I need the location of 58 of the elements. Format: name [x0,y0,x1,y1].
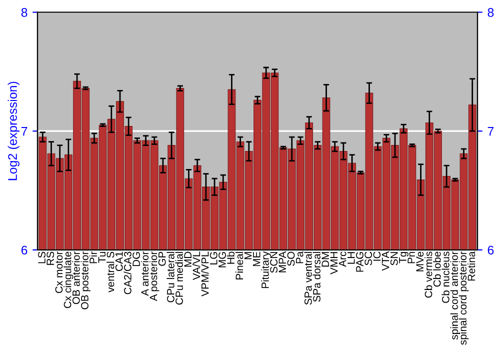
y2-tick-label: 8 [488,8,494,17]
x-tick-label: spinal cord anterior [450,251,460,340]
x-tick-label: SO [287,252,295,266]
y-tick-label: 7 [21,127,28,136]
x-tick-label: Arc [338,252,346,267]
x-tick-label: Pn [408,252,415,264]
y-tick-label: 6 [21,246,28,255]
x-tick-label: CPu lateral [166,252,174,302]
x-tick-label: ventral S [106,252,114,292]
x-tick-label: M [244,252,252,260]
x-tick-label: OB anterior [72,251,80,304]
x-tick-label: Pineal [235,252,244,280]
y-tick-label: 8 [21,8,28,17]
x-tick-label: DM [322,252,329,267]
x-tick-label: CA2/CA3 [124,252,132,294]
y2-tick-label: 7 [488,127,494,136]
x-tick-label: CPu medial [175,252,183,305]
x-tick-label: Cx motor [55,251,63,294]
x-tick-label: MPA [278,251,286,272]
x-tick-label: Pir [89,251,97,264]
x-tick-label: A anterior [140,251,149,296]
x-tick-label: DG [132,252,140,266]
x-tick-label: Cb vermis [424,252,432,298]
x-tick-label: Cx cingulate [64,252,74,308]
x-tick-label: MG [218,252,226,268]
x-tick-label: Pituitary [261,251,271,288]
x-tick-label: Hb [226,252,235,264]
x-tick-label: Pa [296,251,304,264]
x-tick-label: Retina [467,251,476,281]
x-tick-label: ME [253,252,260,266]
x-tick-label: VA/VL [192,252,200,280]
x-tick-label: CA1 [115,252,123,272]
x-tick-label: PAG [356,252,364,272]
y2-tick-label: 6 [488,246,494,255]
x-tick-label: Tg [399,252,408,264]
x-tick-label: SC [364,252,372,266]
x-tick-label: VMH [330,252,338,274]
x-tick-label: Cb lobe [433,252,441,287]
x-tick-label: Cb nucleus [442,252,450,303]
x-tick-label: MVe [416,252,424,272]
x-tick-label: MD [184,252,192,267]
x-tick-label: OB posterior [80,251,90,310]
x-tick-label: SCN [270,252,278,273]
x-tick-label: LG [210,252,218,264]
x-tick-label: LS [38,252,46,264]
x-tick-label: Tu [98,252,106,263]
x-tick-label: SN [390,252,398,266]
x-tick-label: IC [373,252,381,261]
x-tick-label: SPa ventral [304,252,312,305]
x-tick-label: A posterior [150,251,160,302]
y-axis-title: Log2 (expression) [8,82,20,180]
x-tick-label: LH [348,252,355,264]
x-tick-label: GP [158,252,166,266]
x-tick-label: spinal cord posterior [458,251,469,345]
x-tick-label: VPM/VPL [201,252,209,296]
x-tick-label: SPa dorsal [312,252,320,302]
x-tick-label: RS [46,252,54,265]
x-tick-label: VTA [382,251,390,271]
